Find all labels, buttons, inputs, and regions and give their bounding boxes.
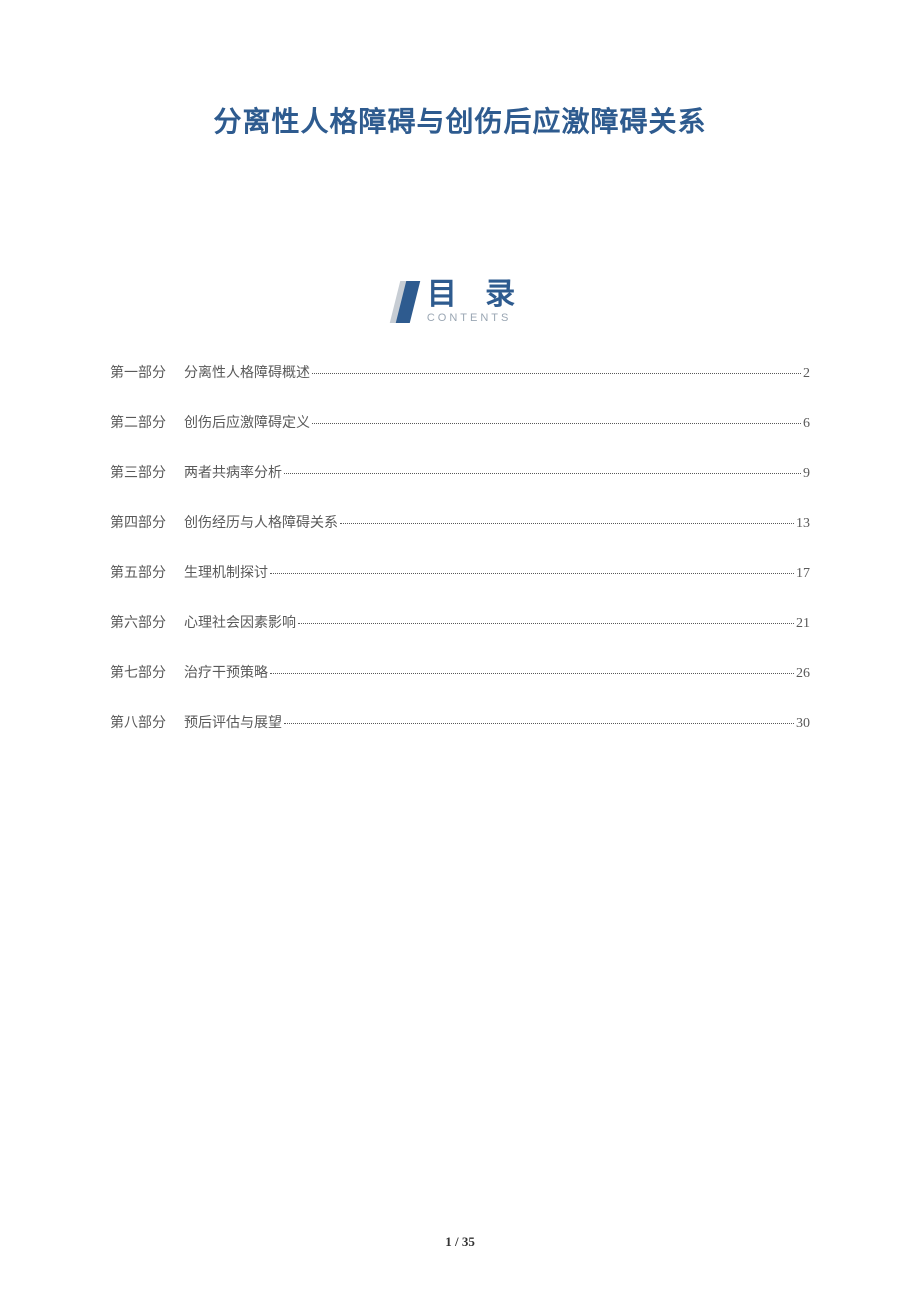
page-separator: / [452,1234,462,1249]
toc-list: 第一部分 分离性人格障碍概述 2 第二部分 创伤后应激障碍定义 6 第三部分 两… [110,362,810,732]
toc-title-block: 目 录 CONTENTS [427,280,525,324]
toc-leader-dots [270,573,794,574]
toc-item[interactable]: 第四部分 创伤经历与人格障碍关系 13 [110,512,810,532]
toc-page-number: 2 [803,366,810,382]
toc-leader-dots [284,723,794,724]
toc-leader-dots [270,673,794,674]
toc-leader-dots [284,473,801,474]
toc-item[interactable]: 第七部分 治疗干预策略 26 [110,662,810,682]
toc-item[interactable]: 第六部分 心理社会因素影响 21 [110,612,810,632]
toc-page-number: 13 [796,516,810,532]
toc-page-number: 26 [796,666,810,682]
toc-header: 目 录 CONTENTS [110,280,810,324]
toc-page-number: 21 [796,616,810,632]
toc-chapter-title: 两者共病率分析 [184,462,282,482]
toc-item[interactable]: 第八部分 预后评估与展望 30 [110,712,810,732]
toc-page-number: 9 [803,466,810,482]
toc-chapter-title: 生理机制探讨 [184,562,268,582]
toc-item[interactable]: 第二部分 创伤后应激障碍定义 6 [110,412,810,432]
toc-part-label: 第四部分 [110,512,166,532]
page-footer: 1 / 35 [0,1234,920,1250]
toc-page-number: 30 [796,716,810,732]
toc-part-label: 第七部分 [110,662,166,682]
toc-part-label: 第六部分 [110,612,166,632]
toc-item[interactable]: 第五部分 生理机制探讨 17 [110,562,810,582]
toc-leader-dots [298,623,794,624]
toc-part-label: 第五部分 [110,562,166,582]
toc-leader-dots [312,423,801,424]
toc-chapter-title: 心理社会因素影响 [184,612,296,632]
toc-leader-dots [312,373,801,374]
toc-page-number: 6 [803,416,810,432]
toc-part-label: 第三部分 [110,462,166,482]
document-title: 分离性人格障碍与创伤后应激障碍关系 [110,100,810,140]
toc-part-label: 第八部分 [110,712,166,732]
toc-bookmark-icon [395,281,417,323]
toc-title: 目 录 [427,280,525,310]
toc-subtitle: CONTENTS [427,312,512,324]
toc-page-number: 17 [796,566,810,582]
toc-item[interactable]: 第一部分 分离性人格障碍概述 2 [110,362,810,382]
toc-part-label: 第一部分 [110,362,166,382]
toc-leader-dots [340,523,794,524]
toc-item[interactable]: 第三部分 两者共病率分析 9 [110,462,810,482]
toc-chapter-title: 创伤经历与人格障碍关系 [184,512,338,532]
toc-chapter-title: 预后评估与展望 [184,712,282,732]
toc-chapter-title: 创伤后应激障碍定义 [184,412,310,432]
toc-chapter-title: 治疗干预策略 [184,662,268,682]
total-page-count: 35 [462,1234,475,1249]
toc-part-label: 第二部分 [110,412,166,432]
toc-chapter-title: 分离性人格障碍概述 [184,362,310,382]
